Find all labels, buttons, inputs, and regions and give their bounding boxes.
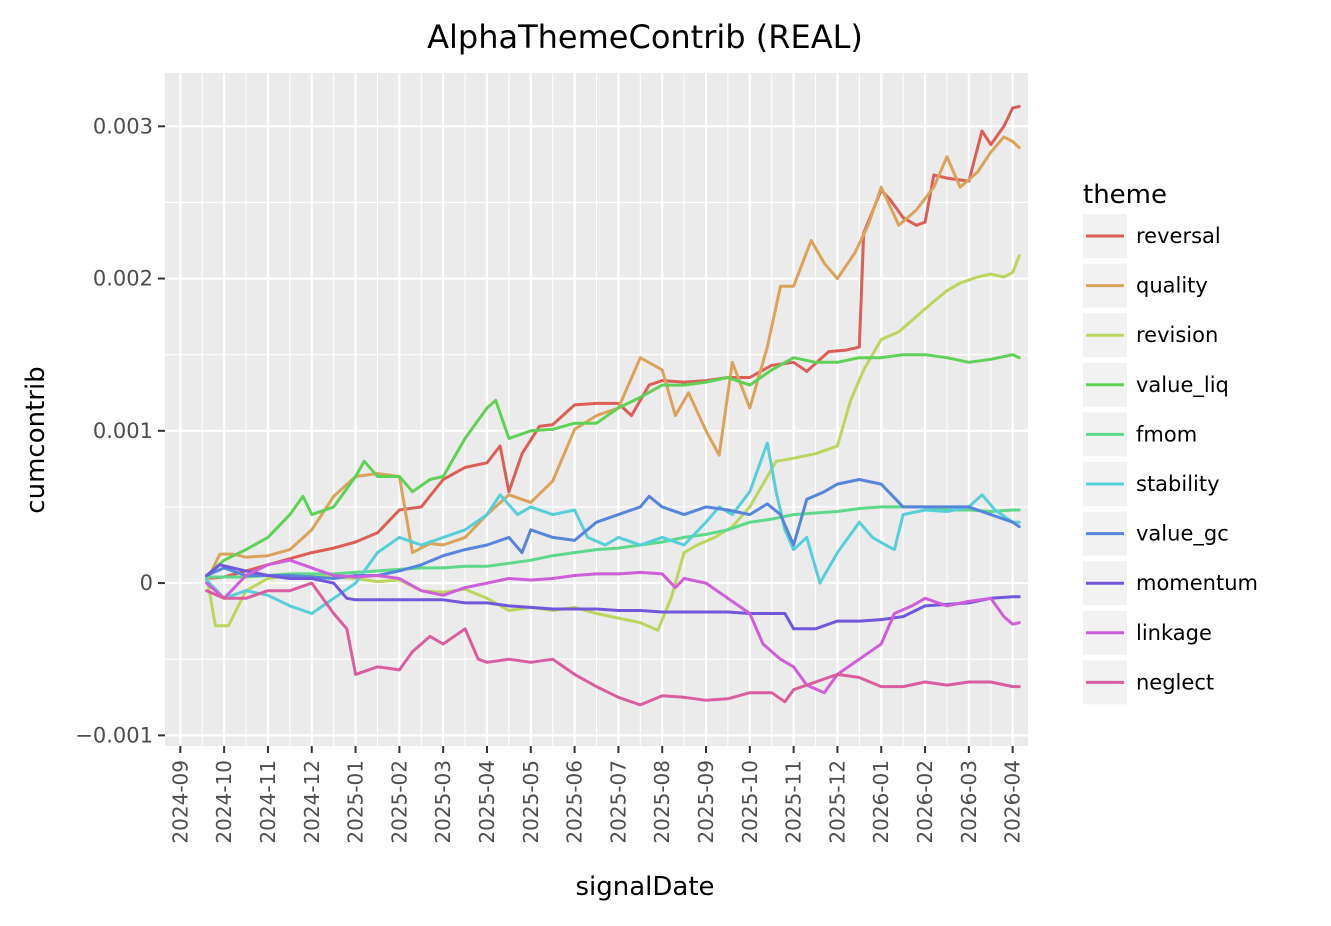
legend-label: revision <box>1136 323 1218 347</box>
x-tick-label: 2024-10 <box>212 760 236 844</box>
x-tick-label: 2024-12 <box>300 760 324 844</box>
x-axis-label: signalDate <box>575 872 714 902</box>
series-line-linkage <box>205 558 1021 695</box>
x-tick-label: 2026-02 <box>913 760 937 844</box>
x-tick-label: 2025-07 <box>606 760 630 844</box>
y-tick-label: 0.002 <box>93 267 153 291</box>
x-tick-label: 2026-01 <box>869 760 893 844</box>
legend-label: value_gc <box>1136 522 1229 547</box>
chart-title: AlphaThemeContrib (REAL) <box>427 18 863 56</box>
x-axis: 2024-09 2024-10 2024-11 2024-12 2025-01 2025-… <box>168 746 1025 844</box>
x-tick-label: 2025-01 <box>344 760 368 844</box>
legend-label: linkage <box>1136 621 1212 645</box>
y-tick-label: 0.001 <box>93 419 153 443</box>
series-line-stability <box>205 441 1021 615</box>
series-line-neglect <box>205 581 1021 707</box>
x-tick-label: 2026-03 <box>957 760 981 844</box>
x-tick-label: 2025-04 <box>475 760 499 844</box>
legend-label: stability <box>1136 472 1220 496</box>
legend-label: reversal <box>1136 224 1221 248</box>
y-tick-label: 0 <box>140 571 153 595</box>
minor-gridlines <box>165 73 1028 746</box>
y-tick-label: 0.003 <box>93 114 153 138</box>
series-line-momentum <box>205 563 1021 631</box>
legend-item-revision: revision <box>1083 313 1218 358</box>
x-tick-label: 2024-11 <box>256 760 280 844</box>
legend-title: theme <box>1083 180 1167 210</box>
legend-item-stability: stability <box>1083 462 1220 506</box>
legend-item-neglect: neglect <box>1083 660 1214 705</box>
series-lines <box>205 105 1021 707</box>
legend-item-momentum: momentum <box>1083 561 1258 606</box>
legend-item-reversal: reversal <box>1083 214 1221 258</box>
legend: theme reversal quality revision value_liqfm… <box>1083 180 1258 705</box>
legend-label: value_liq <box>1136 373 1229 398</box>
major-gridlines <box>165 73 1028 746</box>
x-tick-label: 2025-05 <box>519 760 543 844</box>
series-line-fmom <box>205 505 1021 579</box>
x-tick-label: 2025-09 <box>694 760 718 844</box>
y-tick-label: −0.001 <box>75 723 153 747</box>
legend-item-fmom: fmom <box>1083 412 1197 457</box>
legend-item-value_liq: value_liq <box>1083 362 1229 407</box>
x-tick-label: 2026-04 <box>1001 760 1025 844</box>
legend-label: quality <box>1136 274 1208 298</box>
x-tick-label: 2024-09 <box>168 760 192 844</box>
x-tick-label: 2025-03 <box>431 760 455 844</box>
y-axis: 0.003 0.002 0.001 0 −0.001 <box>75 114 165 747</box>
legend-item-value_gc: value_gc <box>1083 511 1229 556</box>
legend-label: momentum <box>1136 571 1258 595</box>
x-tick-label: 2025-11 <box>782 760 806 844</box>
legend-item-linkage: linkage <box>1083 610 1212 655</box>
x-tick-label: 2025-12 <box>825 760 849 844</box>
x-tick-label: 2025-10 <box>738 760 762 844</box>
legend-label: neglect <box>1136 670 1214 694</box>
x-tick-label: 2025-06 <box>563 760 587 844</box>
legend-item-quality: quality <box>1083 263 1208 308</box>
x-tick-label: 2025-02 <box>387 760 411 844</box>
x-tick-label: 2025-08 <box>650 760 674 844</box>
legend-label: fmom <box>1136 422 1197 446</box>
y-axis-label: cumcontrib <box>21 366 51 513</box>
series-line-reversal <box>205 105 1021 580</box>
series-line-value_liq <box>205 353 1021 577</box>
